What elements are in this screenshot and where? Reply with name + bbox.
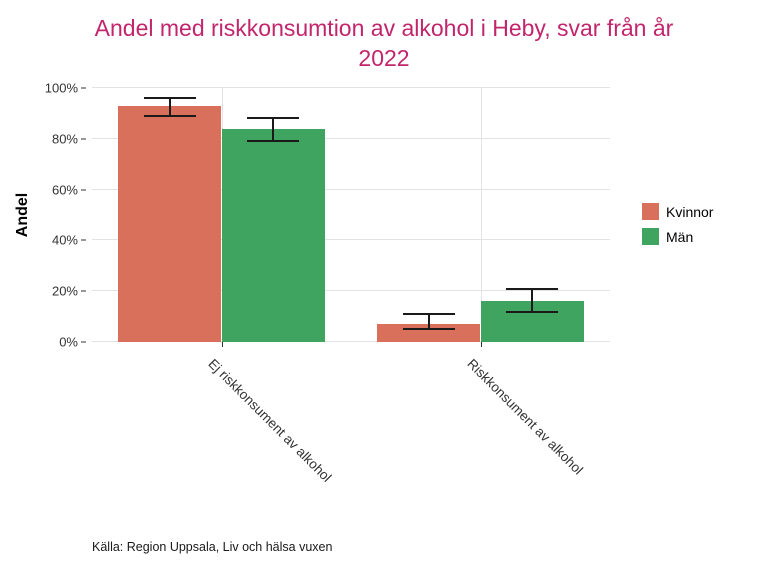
y-tick-label: 20% bbox=[51, 283, 78, 299]
errorbar-line bbox=[531, 288, 534, 312]
y-tick-mark bbox=[81, 239, 86, 241]
gridline-horizontal bbox=[92, 87, 610, 88]
legend-item-kvinnor: Kvinnor bbox=[642, 203, 713, 220]
y-tick-label: 40% bbox=[51, 232, 78, 248]
y-tick-mark bbox=[81, 189, 86, 191]
bar-män-0 bbox=[221, 128, 326, 342]
x-tick-mark bbox=[221, 342, 223, 347]
y-tick-mark bbox=[81, 138, 86, 140]
errorbar-line bbox=[427, 314, 430, 330]
y-tick-label: 60% bbox=[51, 182, 78, 198]
x-tick-label: Riskkonsument av alkohol bbox=[463, 356, 586, 478]
y-tick-label: 100% bbox=[44, 80, 78, 96]
y-tick-mark bbox=[81, 87, 86, 89]
legend: Kvinnor Män bbox=[642, 203, 713, 245]
gridline-horizontal bbox=[92, 341, 610, 342]
bar-kvinnor-0 bbox=[117, 105, 222, 342]
errorbar-cap bbox=[247, 140, 300, 143]
errorbar-line bbox=[272, 118, 275, 142]
gridline-horizontal bbox=[92, 188, 610, 190]
legend-swatch-icon bbox=[642, 203, 659, 220]
y-tick-label: 0% bbox=[59, 334, 78, 350]
legend-swatch-icon bbox=[642, 228, 659, 245]
legend-item-män: Män bbox=[642, 228, 713, 245]
errorbar-cap bbox=[143, 114, 196, 117]
errorbar-line bbox=[168, 98, 171, 116]
gridline-horizontal bbox=[92, 239, 610, 241]
errorbar-cap bbox=[506, 287, 559, 290]
gridline-vertical bbox=[480, 88, 482, 342]
errorbar-cap bbox=[247, 117, 300, 120]
x-axis-labels: Ej riskkonsument av alkohol Riskkonsument… bbox=[92, 342, 610, 528]
x-tick-label: Ej riskkonsument av alkohol bbox=[204, 356, 334, 485]
y-tick-label: 80% bbox=[51, 131, 78, 147]
gridline-horizontal bbox=[92, 137, 610, 139]
legend-label: Män bbox=[666, 228, 694, 245]
plot-panel bbox=[92, 87, 610, 342]
gridline-horizontal bbox=[92, 290, 610, 292]
y-tick-mark bbox=[81, 341, 86, 343]
y-axis-title-text: Andel bbox=[14, 192, 32, 238]
chart-title: Andel med riskkonsumtion av alkohol i He… bbox=[94, 15, 674, 71]
errorbar-cap bbox=[506, 310, 559, 313]
errorbar-cap bbox=[143, 97, 196, 100]
x-tick-mark bbox=[480, 342, 482, 347]
y-axis-ticks: 0% 20% 40% 60% 80% 100% bbox=[44, 81, 86, 350]
source-caption: Källa: Region Uppsala, Liv och hälsa vux… bbox=[92, 540, 333, 554]
errorbar-cap bbox=[402, 313, 455, 316]
y-axis-title: Andel bbox=[10, 88, 36, 342]
errorbar-cap bbox=[402, 328, 455, 331]
y-tick-mark bbox=[81, 290, 86, 292]
legend-label: Kvinnor bbox=[666, 203, 714, 220]
